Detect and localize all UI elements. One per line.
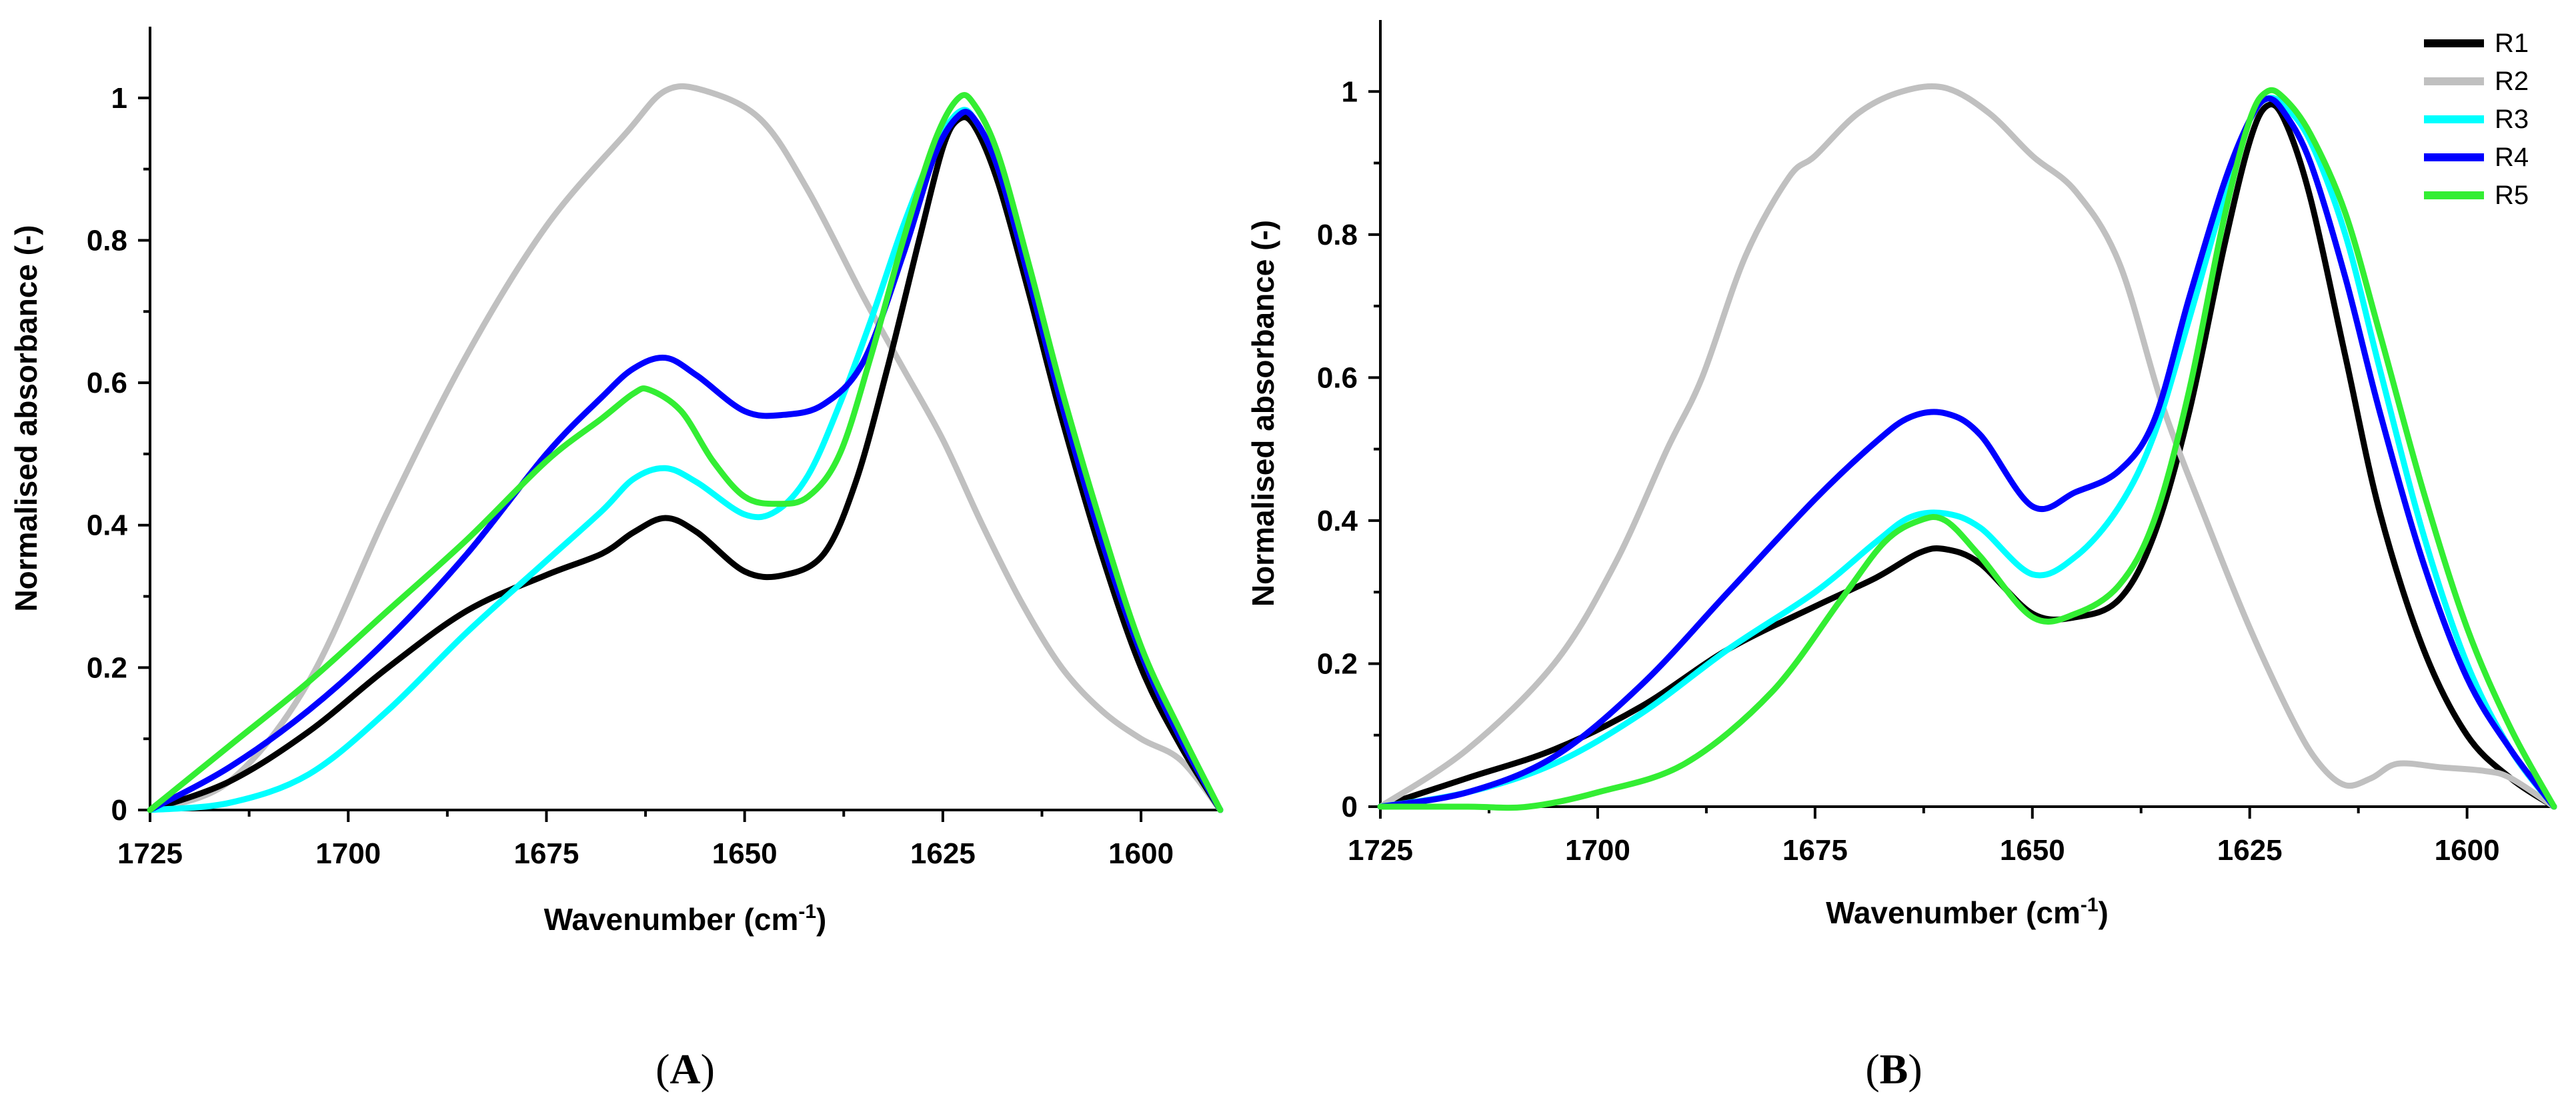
series-line-r5: [1377, 87, 2557, 811]
legend-label-r3: R3: [2495, 105, 2529, 134]
y-tick-label: 0.8: [1317, 219, 1358, 251]
x-tick-label: 1675: [1782, 834, 1848, 867]
x-tick-label: 1650: [2000, 834, 2065, 867]
series-line-r1: [1377, 101, 2557, 810]
x-tick-label: 1650: [712, 837, 778, 870]
panel-label-close: ): [1908, 1045, 1922, 1093]
panel-label-letter: A: [670, 1045, 700, 1093]
y-axis-label: Normalised absorbance (-): [9, 225, 43, 611]
y-tick-label: 1: [1342, 75, 1358, 108]
panel-label-open: (: [1865, 1045, 1879, 1093]
series-line-r3: [1377, 95, 2557, 810]
x-tick-label: 1675: [513, 837, 579, 870]
y-tick-label: 0.6: [87, 367, 127, 399]
panel-label-open: (: [656, 1045, 670, 1093]
series-line-r4: [1377, 95, 2557, 810]
x-axis-label: Wavenumber (cm-1): [544, 901, 827, 937]
x-tick-label: 1700: [1565, 834, 1630, 867]
x-tick-label: 1600: [1108, 837, 1174, 870]
y-axis-label: Normalised absorbance (-): [1246, 220, 1280, 607]
panel-a: 0 0.2 0.4 0.6 0.8 1 1725 1700 1675 1650 1625 1600 Wa…: [9, 27, 1224, 1093]
x-axis-label-superscript: -1: [798, 901, 816, 923]
x-axis-label: Wavenumber (cm-1): [1826, 894, 2109, 930]
x-tick-label: 1725: [1348, 834, 1413, 867]
x-axis-label-superscript: -1: [2081, 894, 2099, 916]
x-tick-label: 1700: [315, 837, 381, 870]
y-tick-label: 0.8: [87, 224, 127, 257]
legend-label-r2: R2: [2495, 67, 2529, 96]
panel-label-close: ): [701, 1045, 715, 1093]
series-line-r4: [147, 109, 1224, 813]
series-line-r1: [147, 114, 1224, 813]
series-line-r5: [147, 92, 1224, 813]
legend-label-r5: R5: [2495, 181, 2529, 210]
y-tick-label: 0: [111, 794, 127, 827]
x-tick-label: 1725: [117, 837, 183, 870]
legend-label-r1: R1: [2495, 29, 2529, 58]
panel-label-letter: B: [1880, 1045, 1908, 1093]
panel-label: (A): [656, 1045, 715, 1093]
x-tick-label: 1625: [910, 837, 976, 870]
y-tick-label: 0.6: [1317, 361, 1358, 394]
x-axis-label-text: Wavenumber (cm: [544, 902, 799, 937]
y-tick-label: 0.4: [87, 509, 128, 542]
series-line-r2: [147, 83, 1224, 813]
y-tick-label: 1: [111, 82, 127, 115]
panel-label: (B): [1865, 1045, 1922, 1093]
y-tick-label: 0.4: [1317, 505, 1358, 537]
x-axis-label-end: ): [2099, 895, 2109, 930]
y-tick-label: 0.2: [87, 651, 127, 684]
series-line-r2: [1377, 83, 2557, 810]
panel-b: 0 0.2 0.4 0.6 0.8 1 1725 1700 1675 1650 1625 1600 Wa…: [1246, 20, 2557, 1093]
x-axis-label-end: ): [816, 902, 826, 937]
x-tick-label: 1600: [2435, 834, 2500, 867]
x-axis-label-text: Wavenumber (cm: [1826, 895, 2081, 930]
legend-label-r4: R4: [2495, 143, 2529, 172]
y-tick-label: 0: [1342, 791, 1358, 823]
x-tick-label: 1625: [2217, 834, 2283, 867]
y-tick-label: 0.2: [1317, 647, 1358, 680]
